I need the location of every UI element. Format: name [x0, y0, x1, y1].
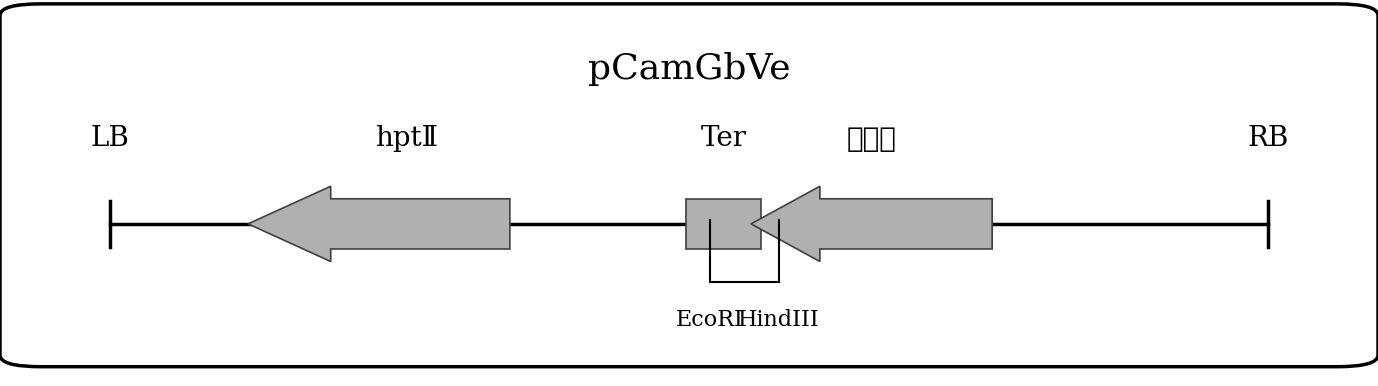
Text: hptⅡ: hptⅡ — [375, 125, 438, 152]
Text: HindIII: HindIII — [737, 310, 820, 331]
Text: RB: RB — [1247, 125, 1288, 152]
Bar — [685, 199, 761, 249]
Text: pCamGbVe: pCamGbVe — [587, 52, 791, 86]
Text: LB: LB — [91, 125, 130, 152]
Text: 启动子: 启动子 — [846, 125, 897, 153]
FancyBboxPatch shape — [0, 4, 1378, 367]
Text: Ter: Ter — [700, 125, 747, 152]
Text: EcoRI: EcoRI — [675, 310, 744, 331]
FancyArrow shape — [751, 186, 992, 262]
FancyArrow shape — [248, 186, 510, 262]
